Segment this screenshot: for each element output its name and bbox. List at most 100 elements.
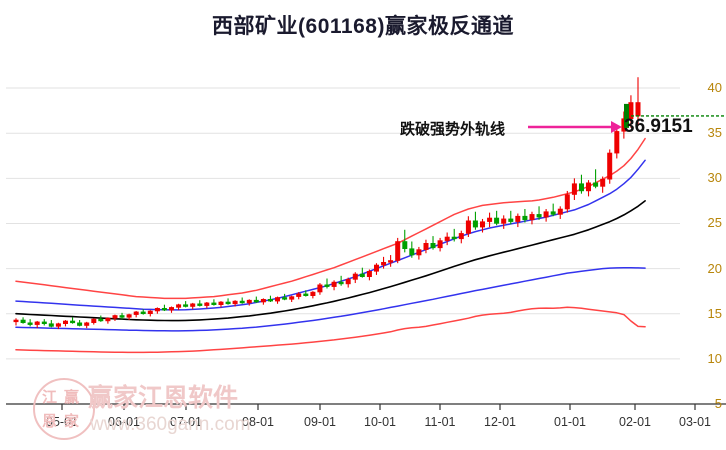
candle-body [239,300,245,304]
candle-body [133,311,139,315]
candle-body [409,248,415,256]
candle-body [564,194,570,210]
candle-body [585,182,591,192]
y-axis-tick-label: 25 [707,215,722,231]
candle-body [190,303,196,307]
candle-body [614,131,620,154]
band-mid_line [15,200,646,322]
current-price-label: 36.9151 [624,116,693,137]
candle-body [140,311,146,314]
x-axis-tick-label: 03-01 [679,415,711,429]
band-upper_inner_band [15,159,646,311]
candle-body [246,299,252,304]
candle-body [338,281,344,285]
page-title: 西部矿业(601168)赢家极反通道 [212,15,514,38]
candle-body [345,279,351,285]
candle-body [267,298,273,302]
candle-body [451,236,457,240]
candle-body [225,301,231,305]
candle-body [41,321,47,324]
candle-body [458,233,464,240]
candle-body [423,243,429,250]
y-axis-tick-label: 40 [707,80,722,96]
candle-body [578,183,584,192]
y-axis-tick-label: 5 [714,396,722,411]
y-axis-tick-label: 20 [707,260,722,276]
candle-body [317,284,323,293]
candle-body [536,214,542,218]
candle-body [501,218,507,224]
candle-body [352,273,358,280]
candle-body [253,299,259,303]
candle-body [557,208,563,215]
candle-body [274,297,280,302]
candle-body [635,102,641,117]
candle-body [437,240,443,249]
candle-body [62,320,68,325]
candle-body [105,317,111,322]
x-axis-tick-label: 10-01 [364,415,396,429]
candle-body [84,322,90,326]
candle-body [176,304,182,308]
candle-body [34,321,40,325]
candle-body [494,217,500,224]
candle-body [289,296,295,300]
candle-body [331,281,337,287]
candle-body [147,310,153,315]
band-upper_outer_band [15,137,646,300]
candle-body [126,314,132,318]
candle-body [465,220,471,234]
candle-body [282,297,288,300]
candle-body [472,220,478,228]
candle-body [218,301,224,306]
candle-body [20,319,26,324]
candle-body [373,264,379,272]
x-axis-tick-label: 09-01 [304,415,336,429]
candle-body [522,215,528,221]
candle-body [529,214,535,221]
candle-body [13,319,19,323]
candle-body [359,273,365,278]
candle-body [479,221,485,228]
candle-body [388,260,394,263]
candle-body [550,211,556,215]
band-lower_outer_band [15,306,646,354]
candle-body [416,249,422,256]
candle-body [112,315,118,319]
candle-body [430,243,436,249]
breakout-annotation-label: 跌破强势外轨线 [400,121,506,138]
x-axis-tick-label: 01-01 [554,415,586,429]
candle-body [77,322,83,326]
candle-body [154,307,160,312]
candle-body [593,182,599,187]
candle-body [55,323,61,327]
candle-body [91,318,97,324]
candle-body [27,322,33,325]
candle-body [183,304,189,307]
candle-body [381,261,387,266]
y-axis-tick-label: 30 [707,170,722,186]
watermark-url: www.360gann.com [90,414,251,435]
candle-body [260,298,266,303]
x-axis-tick-label: 08-01 [242,415,274,429]
candle-body [487,217,493,222]
x-axis-tick-label: 06-01 [108,415,140,429]
candle-body [444,236,450,241]
candle-body [543,211,549,218]
watermark-brand: 赢家江恩软件 [88,384,239,412]
candle-body [508,218,514,222]
x-axis-tick-label: 12-01 [484,415,516,429]
candle-body [119,315,125,318]
candle-body [402,241,408,249]
candle-body [70,320,76,324]
candle-body [161,307,167,311]
x-axis-tick-label: 07-01 [170,415,202,429]
x-axis-tick-label: 11-01 [424,415,456,429]
price-marker-tick [624,103,629,128]
candle-body [395,241,401,261]
candle-body [296,293,302,297]
candle-body [211,302,217,305]
candle-body [366,270,372,277]
band-lower_inner_band [15,266,646,332]
